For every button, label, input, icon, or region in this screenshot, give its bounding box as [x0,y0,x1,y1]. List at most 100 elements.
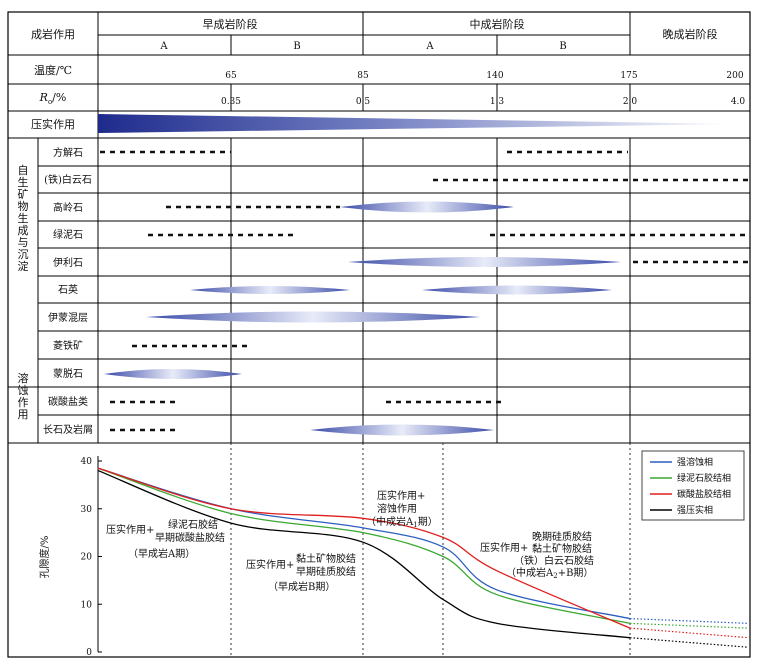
annotation-text: 溶蚀作用 [377,502,417,515]
dissolution-carbonate: 碳酸盐类 [48,395,88,408]
annotation-text: 绿泥石胶结 [168,518,218,531]
lens-shapes [104,201,621,436]
table-frame [7,11,751,658]
annotation-text: 压实作用+ [480,541,528,554]
legend-label: 碳酸盐胶结相 [677,488,731,500]
header-stage-late: 晚成岩阶段 [663,27,718,41]
porosity-chart: 0 10 20 30 40 孔隙度/% 压实作用+ 绿泥石胶结 早期碳酸盐胶结 （早成岩… [38,443,749,658]
ro-label-unit: /% [52,91,66,104]
annotation-part: （中成岩A [366,515,414,528]
row-lines [8,34,750,444]
series-extension-3 [629,637,749,648]
annotation-part: +B期） [558,567,594,579]
annotation-text: 压实作用+ [377,489,425,502]
y-tick-label: 0 [86,648,92,658]
mineral-ferro-dolomite: (铁)白云石 [44,173,92,186]
temperature-tick: 200 [726,71,743,81]
annotation-subscript: 2 [553,572,557,580]
lens-illite [348,257,621,267]
mineral-quartz: 石英 [58,283,78,296]
temperature-tick: 175 [620,71,637,81]
annotation-text: （中成岩A2+B期） [506,566,593,580]
mineral-kaolinite: 高岭石 [53,201,83,214]
ro-tick: 2.0 [623,97,638,107]
legend-label: 强压实相 [677,504,713,516]
series-line-3 [97,469,631,639]
dissolution-feldspar-lithic: 长石及岩屑 [43,423,93,436]
y-tick-label: 30 [81,505,93,515]
annotation-part: 期） [418,516,438,528]
y-tick-label: 20 [81,553,93,563]
annotation-text: （早成岩B期） [268,580,335,593]
annotation-text: 压实作用+ [246,558,294,571]
ro-label-sub: o [48,98,52,106]
lens-kaolinite [340,201,514,213]
temperature-tick: 85 [357,71,369,81]
mineral-siderite: 菱铁矿 [53,339,83,352]
mineral-illite-smectite: 伊蒙混层 [48,311,88,324]
annotation-early-a: 压实作用+ 绿泥石胶结 早期碳酸盐胶结 （早成岩A期） [106,518,225,560]
dissolution-group-label: 溶蚀作用 [18,371,29,421]
mineral-smectite: 蒙脱石 [53,367,83,380]
annotation-middle-b: 压实作用+ 晚期硅质胶结 黏土矿物胶结 （铁）白云石胶结 （中成岩A2+B期） [480,530,594,580]
annotation-subscript: 1 [413,521,417,529]
compaction-label: 压实作用 [31,117,75,131]
temperature-label: 温度/℃ [34,63,72,77]
annotation-text: 晚期硅质胶结 [532,530,592,543]
series-extension-2 [629,627,749,639]
ro-tick: 4.0 [731,97,746,107]
temperature-tick: 65 [225,71,237,81]
column-lines [37,12,631,443]
ro-tick: 0.5 [356,97,371,107]
lens-smectite [104,369,242,379]
annotation-text: 压实作用+ [106,523,154,536]
y-axis-label: 孔隙度/% [38,536,51,579]
annotation-text: （早成岩A期） [128,547,195,560]
stage-dividers [230,443,631,657]
annotation-text: 黏土矿物胶结 [296,552,356,565]
mineral-calcite: 方解石 [53,146,83,159]
compaction-wedge [98,114,740,133]
header-stage-middle: 中成岩阶段 [470,17,525,31]
annotation-text: （中成岩A1期） [366,515,438,529]
y-ticks: 0 10 20 30 40 [81,457,102,658]
series-extension-1 [629,622,749,629]
svg-text:自生矿物生成与沉淀: 自生矿物生成与沉淀 [18,164,29,273]
series-line-1 [97,467,631,624]
annotation-part: （中成岩A [506,566,554,579]
annotation-text: 早期硅质胶结 [296,565,356,578]
series-layer [97,467,749,648]
temperature-tick: 140 [486,71,503,81]
header-sub-early-b: B [293,41,300,52]
dashed-ranges [100,150,750,432]
annotation-middle-a1: 压实作用+ 溶蚀作用 （中成岩A1期） [366,489,438,529]
header-row-title: 成岩作用 [31,27,75,41]
lens-feldspar-dissolution [310,424,494,436]
lens-quartz-2 [422,285,612,295]
ro-tick: 1.3 [490,97,505,107]
mineral-illite: 伊利石 [53,257,83,269]
ro-label-main: R [39,91,48,104]
legend-label: 绿泥石胶结相 [677,472,731,484]
header-sub-early-a: A [159,41,168,52]
mineral-chlorite: 绿泥石 [53,228,83,241]
header-sub-middle-b: B [559,41,566,52]
series-extension-0 [629,617,749,624]
annotation-text: 早期碳酸盐胶结 [155,531,225,544]
header-stage-early: 早成岩阶段 [203,17,258,31]
header-sub-middle-a: A [425,41,434,52]
annotation-early-b: 压实作用+ 黏土矿物胶结 早期硅质胶结 （早成岩B期） [246,552,356,593]
annotation-text: （铁）白云石胶结 [514,554,594,567]
series-line-2 [97,467,631,629]
y-tick-label: 40 [81,457,93,467]
lens-illite-smectite [146,311,480,323]
y-tick-label: 10 [81,600,93,610]
lens-quartz-1 [190,286,350,294]
annotation-text: 黏土矿物胶结 [532,542,592,555]
ro-label: Ro/% [39,91,67,106]
legend-label: 强溶蚀相 [677,456,713,468]
authigenic-group-label: 自生矿物生成与沉淀 [18,164,29,273]
ro-tick: 0.35 [221,97,241,107]
